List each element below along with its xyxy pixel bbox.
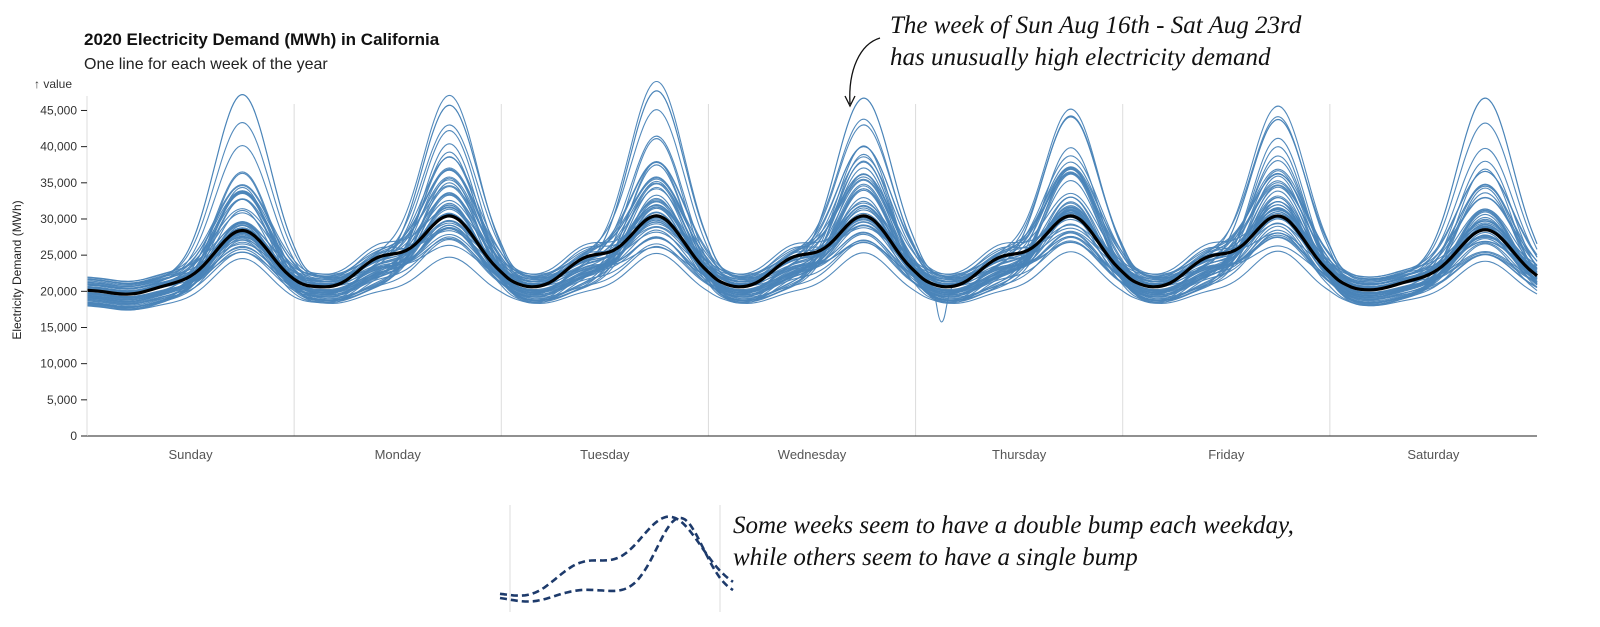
- week-line: [86, 233, 1538, 298]
- day-label-monday: Monday: [375, 447, 422, 462]
- single-bump-example: [499, 516, 734, 603]
- week-line: [86, 179, 1538, 299]
- week-line: [86, 222, 1538, 305]
- y-tick-label: 0: [70, 429, 77, 443]
- y-tick-label: 15,000: [40, 320, 77, 334]
- week-line: [86, 160, 1538, 306]
- day-label-friday: Friday: [1208, 447, 1245, 462]
- y-unit-hint: ↑ value: [34, 77, 72, 91]
- week-line: [86, 208, 1538, 300]
- y-tick-label: 40,000: [40, 140, 77, 154]
- y-tick-label: 25,000: [40, 248, 77, 262]
- week-line: [86, 250, 1538, 311]
- bump-shape-legend: [499, 505, 734, 612]
- average-week-line: [86, 214, 1539, 296]
- day-label-thursday: Thursday: [992, 447, 1047, 462]
- y-tick-label: 20,000: [40, 284, 77, 298]
- annotation-bump-shapes: Some weeks seem to have a double bump ea…: [733, 510, 1294, 574]
- day-label-sunday: Sunday: [169, 447, 214, 462]
- annotation-high-demand-line1: The week of Sun Aug 16th - Sat Aug 23rd: [890, 12, 1302, 39]
- day-label-saturday: Saturday: [1407, 447, 1460, 462]
- axes: 0 5,000 10,000 15,000 20,000 25,000 30,000 35,0…: [40, 96, 1537, 462]
- week-line: [86, 130, 1538, 301]
- annotation-high-demand-week: The week of Sun Aug 16th - Sat Aug 23rd …: [890, 10, 1301, 74]
- y-tick-label: 5,000: [47, 393, 77, 407]
- y-tick-label: 45,000: [40, 103, 77, 117]
- annotation-arrowhead: [844, 95, 856, 108]
- y-axis-title: Electricity Demand (MWh): [10, 200, 24, 339]
- week-line: [86, 196, 1538, 309]
- annotation-bump-line1: Some weeks seem to have a double bump ea…: [733, 512, 1294, 539]
- double-bump-example: [499, 515, 734, 597]
- week-line-aug-16: [86, 90, 1538, 285]
- annotation-high-demand-line2: has unusually high electricity demand: [890, 44, 1271, 71]
- annotation-bump-line2: while others seem to have a single bump: [733, 544, 1138, 571]
- chart-subtitle: One line for each week of the year: [84, 56, 328, 73]
- y-tick-label: 35,000: [40, 176, 77, 190]
- week-line: [86, 167, 1538, 303]
- week-lines: [86, 80, 1538, 323]
- chart-title: 2020 Electricity Demand (MWh) in Califor…: [84, 30, 440, 49]
- annotation-arrow: [849, 37, 881, 105]
- week-line: [86, 145, 1538, 285]
- day-label-wednesday: Wednesday: [778, 447, 847, 462]
- day-label-tuesday: Tuesday: [580, 447, 630, 462]
- y-tick-label: 10,000: [40, 357, 77, 371]
- average-week-line-path: [86, 214, 1539, 296]
- y-tick-label: 30,000: [40, 212, 77, 226]
